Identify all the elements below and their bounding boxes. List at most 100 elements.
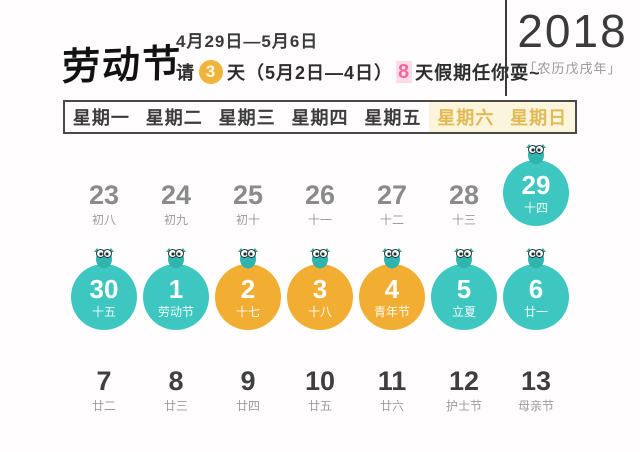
weekday-sat: 星期六 [429, 102, 503, 132]
day-cell: 27 十二 [356, 138, 428, 240]
day-cell-holiday: 5 立夏 [428, 240, 500, 352]
day-number: 24 [160, 180, 192, 210]
holiday-circle: 6 廿一 [503, 264, 569, 330]
day-cell: 24 初九 [140, 138, 212, 240]
lunar-label: 廿五 [307, 399, 332, 413]
day-number: 26 [304, 180, 336, 210]
day-cell: 23 初八 [68, 138, 140, 240]
page-title: 劳动节 [61, 42, 183, 90]
weekday-header: 星期一 星期二 星期三 星期四 星期五 星期六 星期日 [63, 100, 577, 134]
day-number: 27 [376, 180, 408, 210]
lunar-label: 立夏 [451, 305, 476, 319]
holiday-circle: 2 十七 [215, 264, 281, 330]
day-number: 5 [456, 274, 472, 304]
day-cell: 12 护士节 [428, 352, 500, 452]
day-number: 25 [232, 180, 264, 210]
day-cell: 13 母亲节 [500, 352, 572, 452]
lunar-label: 十三 [451, 213, 476, 227]
owl-icon [91, 247, 117, 269]
tip-suffix: 天假期任你耍~ [415, 63, 541, 83]
day-number: 1 [168, 274, 184, 304]
owl-icon [307, 247, 333, 269]
weekday-fri: 星期五 [364, 108, 422, 128]
lunar-label: 劳动节 [157, 305, 194, 319]
day-number: 8 [168, 366, 184, 396]
day-cell: 28 十三 [428, 138, 500, 240]
day-cell-holiday: 30 十五 [68, 240, 140, 352]
total-days-highlight: 8 [396, 61, 413, 83]
day-cell: 25 初十 [212, 138, 284, 240]
year-block: 2018 「农历戊戌年」 [505, 0, 638, 96]
holiday-circle: 4 青年节 [359, 264, 425, 330]
lunar-label: 廿三 [163, 399, 188, 413]
owl-icon [235, 247, 261, 269]
day-number: 11 [377, 366, 407, 396]
day-number: 29 [521, 170, 551, 200]
lunar-year-label: 「农历戊戌年」 [523, 60, 622, 76]
day-number: 10 [304, 366, 336, 396]
lunar-label: 廿一 [523, 305, 548, 319]
day-number: 2 [240, 274, 256, 304]
day-number: 4 [384, 274, 400, 304]
lunar-label: 初八 [91, 213, 116, 227]
lunar-label: 廿四 [235, 399, 260, 413]
header-subtitle: 4月29日—5月6日 请 3 天（5月2日—4日） 8 天假期任你耍~ [176, 27, 541, 85]
calendar-grid: 23 初八 24 初九 25 初十 26 十一 27 十二 28 十三 [68, 138, 572, 452]
lunar-label: 十四 [523, 201, 548, 215]
lunar-label: 十八 [307, 305, 332, 319]
day-number: 9 [240, 366, 256, 396]
lunar-label: 青年节 [373, 305, 410, 319]
lunar-label: 十二 [379, 213, 404, 227]
lunar-label: 十一 [307, 213, 332, 227]
lunar-label: 十七 [235, 305, 260, 319]
weekday-thu: 星期四 [291, 108, 349, 128]
day-number: 28 [448, 180, 480, 210]
day-number: 3 [312, 274, 328, 304]
holiday-circle: 30 十五 [71, 264, 137, 330]
day-cell: 26 十一 [284, 138, 356, 240]
weekday-wed: 星期三 [218, 108, 276, 128]
day-number: 30 [89, 274, 119, 304]
day-number: 12 [448, 366, 480, 396]
lunar-label: 初九 [163, 213, 188, 227]
weekday-sun: 星期日 [502, 102, 576, 132]
lunar-label: 十五 [91, 305, 116, 319]
day-cell-holiday: 2 十七 [212, 240, 284, 352]
day-number: 7 [96, 366, 112, 396]
holiday-circle: 5 立夏 [431, 264, 497, 330]
calendar-row-2: 30 十五 1 劳动节 2 十七 [68, 240, 572, 352]
owl-icon [451, 247, 477, 269]
day-cell-holiday: 3 十八 [284, 240, 356, 352]
lunar-label: 护士节 [445, 399, 482, 413]
day-number: 23 [88, 180, 120, 210]
calendar-row-3: 7 廿二 8 廿三 9 廿四 10 廿五 11 廿六 12 护士节 [68, 352, 572, 452]
weekday-mon: 星期一 [72, 108, 130, 128]
day-cell: 9 廿四 [212, 352, 284, 452]
owl-icon [163, 247, 189, 269]
calendar-row-1: 23 初八 24 初九 25 初十 26 十一 27 十二 28 十三 [68, 138, 572, 240]
day-cell-holiday: 29 十四 [500, 138, 572, 240]
day-number: 13 [520, 366, 552, 396]
lunar-label: 母亲节 [517, 399, 554, 413]
lunar-label: 初十 [235, 213, 260, 227]
holiday-circle: 29 十四 [503, 160, 569, 226]
lunar-label: 廿二 [91, 399, 116, 413]
day-cell: 8 廿三 [140, 352, 212, 452]
owl-icon [379, 247, 405, 269]
day-number: 6 [528, 274, 544, 304]
owl-icon [523, 247, 549, 269]
holiday-circle: 3 十八 [287, 264, 353, 330]
day-cell-holiday: 1 劳动节 [140, 240, 212, 352]
leave-days-badge: 3 [199, 60, 223, 84]
lunar-label: 廿六 [379, 399, 404, 413]
holiday-circle: 1 劳动节 [143, 264, 209, 330]
tip-prefix: 请 [176, 63, 195, 83]
tip-middle: 天（5月2日—4日） [227, 63, 394, 83]
day-cell: 11 廿六 [356, 352, 428, 452]
day-cell-holiday: 4 青年节 [356, 240, 428, 352]
day-cell: 7 廿二 [68, 352, 140, 452]
weekday-tue: 星期二 [145, 108, 203, 128]
leave-tip: 请 3 天（5月2日—4日） 8 天假期任你耍~ [176, 59, 541, 85]
day-cell-holiday: 6 廿一 [500, 240, 572, 352]
